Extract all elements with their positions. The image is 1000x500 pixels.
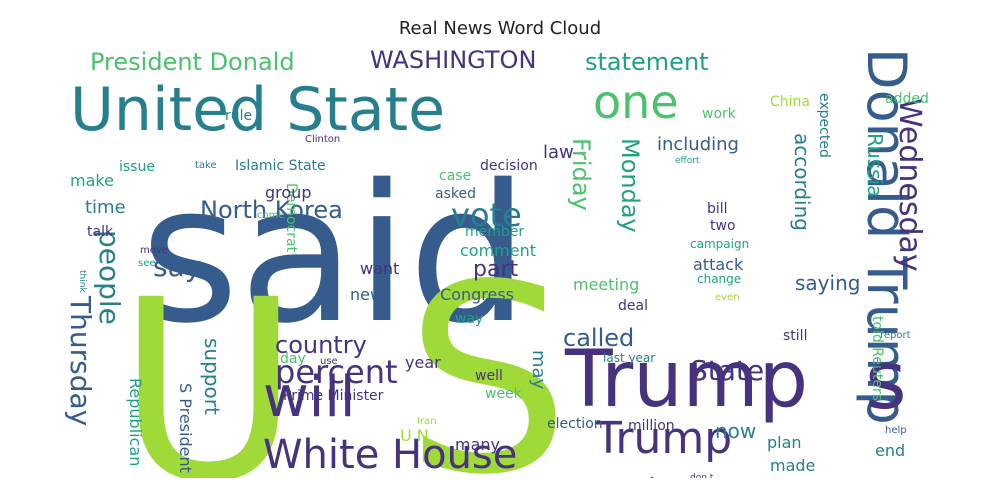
- word: according: [790, 133, 814, 231]
- word: China: [770, 94, 810, 110]
- word: election: [547, 416, 603, 432]
- word: s: [865, 334, 907, 427]
- word: United State: [70, 75, 445, 145]
- word: added: [885, 91, 929, 107]
- word: U: [117, 246, 300, 478]
- word: meeting: [573, 275, 639, 294]
- page-title: Real News Word Cloud: [398, 18, 602, 39]
- word: plan: [767, 433, 802, 452]
- word: comment: [460, 241, 536, 260]
- word: U N: [400, 426, 429, 445]
- word: even: [715, 292, 740, 303]
- word: use: [320, 356, 338, 367]
- word: S: [405, 230, 570, 478]
- word: make: [70, 171, 114, 190]
- word: expected: [816, 93, 832, 158]
- word: Monday: [616, 138, 644, 233]
- word: Thursday: [65, 295, 97, 426]
- word: Islamic State: [235, 158, 326, 174]
- word: think: [77, 270, 87, 293]
- word: time: [85, 197, 126, 218]
- word: White House: [263, 432, 517, 478]
- word: group: [265, 183, 311, 202]
- word: Wednesday: [892, 98, 927, 272]
- word: million: [628, 418, 675, 434]
- word: change: [697, 272, 741, 286]
- word-cloud: said U S United State Trump Donald Trump s will…: [65, 38, 935, 478]
- word: come: [257, 210, 285, 221]
- word: case: [439, 168, 471, 184]
- word: S President: [176, 383, 195, 473]
- word: Republican: [126, 378, 145, 466]
- word: way: [455, 311, 483, 327]
- word: work: [702, 106, 737, 122]
- word: percent: [275, 353, 398, 391]
- word: made: [770, 456, 815, 475]
- word: State: [690, 354, 764, 387]
- word: many: [455, 435, 500, 454]
- word: told Reuters: [869, 316, 885, 401]
- word: said: [140, 144, 529, 365]
- word: statement: [585, 48, 709, 76]
- word: effort: [675, 156, 700, 166]
- word: called: [563, 324, 634, 352]
- word: including: [657, 134, 739, 155]
- word: Democrat: [283, 183, 299, 253]
- word: don t: [690, 473, 714, 478]
- word: new: [350, 285, 383, 304]
- word: say: [153, 250, 201, 283]
- word: asked: [435, 186, 476, 202]
- word: one: [593, 75, 679, 129]
- word: Trump: [564, 335, 808, 425]
- word: saying: [795, 271, 860, 295]
- word: law: [543, 142, 574, 163]
- word: day: [280, 351, 306, 367]
- word: see: [138, 258, 156, 269]
- word: now: [715, 419, 756, 443]
- word: will: [263, 365, 355, 430]
- word: Congress: [440, 285, 514, 304]
- word: WASHINGTON: [370, 46, 536, 74]
- word: Tuesday: [569, 473, 692, 478]
- word: North Korea: [200, 196, 343, 224]
- word: move: [140, 245, 168, 256]
- word: Donald Trump: [855, 48, 918, 425]
- word: Friday: [567, 138, 595, 211]
- word: well: [475, 368, 503, 384]
- word: vote: [451, 196, 522, 234]
- word: support: [200, 338, 224, 415]
- word: decision: [480, 158, 538, 174]
- word: President Donald: [90, 48, 295, 76]
- word: country: [275, 331, 367, 359]
- word: end: [875, 441, 905, 460]
- word: Iran: [417, 416, 437, 427]
- word: report: [880, 330, 911, 341]
- word: talk: [87, 224, 114, 240]
- word: still: [783, 328, 807, 344]
- word: rule: [225, 108, 252, 124]
- word: people: [93, 230, 126, 325]
- word: Trump: [594, 413, 732, 464]
- word: bill: [707, 201, 728, 217]
- word: deal: [618, 298, 648, 314]
- word: may: [528, 350, 549, 390]
- word: week: [485, 386, 523, 402]
- word: Clinton: [305, 134, 340, 145]
- word: attack: [693, 255, 744, 274]
- word: Prime Minister: [283, 388, 384, 404]
- word: take: [195, 160, 217, 171]
- word: two: [710, 218, 736, 234]
- word: want: [360, 259, 399, 278]
- word: Russia: [863, 133, 887, 197]
- word: member: [465, 224, 524, 240]
- word: part: [473, 257, 518, 282]
- word: last year: [603, 351, 655, 365]
- word: campaign: [690, 237, 749, 251]
- word: year: [405, 353, 441, 372]
- word: issue: [119, 159, 155, 175]
- word: help: [885, 425, 907, 436]
